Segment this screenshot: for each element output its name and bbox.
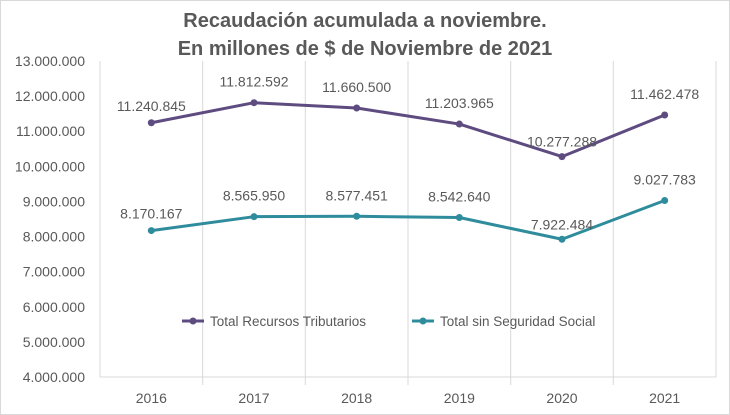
data-point	[455, 120, 463, 128]
data-label: 8.170.167	[120, 206, 182, 222]
data-label: 9.027.783	[634, 171, 696, 187]
data-point	[147, 119, 155, 127]
data-label: 7.922.484	[531, 216, 593, 232]
chart-title-line-1: Recaudación acumulada a noviembre.	[183, 10, 547, 32]
legend-marker-1	[419, 317, 427, 325]
legend-marker-0	[189, 317, 197, 325]
data-point	[661, 196, 669, 204]
x-tick-label: 2016	[136, 390, 167, 406]
data-label: 8.577.451	[326, 187, 388, 203]
data-label: 8.542.640	[428, 189, 490, 205]
y-tick-label: 8.000.000	[23, 229, 85, 245]
x-tick-label: 2020	[546, 390, 577, 406]
series-line-0	[151, 101, 666, 159]
data-point	[661, 111, 669, 119]
y-tick-label: 9.000.000	[23, 193, 85, 209]
y-tick-label: 5.000.000	[23, 334, 85, 350]
data-label: 10.277.288	[527, 134, 597, 150]
data-point	[455, 214, 463, 222]
data-point	[147, 227, 155, 235]
legend-label-0: Total Recursos Tributarios	[210, 314, 366, 329]
x-tick-label: 2019	[444, 390, 475, 406]
y-tick-label: 7.000.000	[23, 264, 85, 280]
data-label: 11.462.478	[630, 86, 699, 102]
data-label: 11.812.592	[219, 74, 288, 90]
x-tick-label: 2021	[649, 390, 680, 406]
y-tick-label: 6.000.000	[23, 299, 85, 315]
y-tick-label: 4.000.000	[23, 369, 85, 385]
data-point	[558, 153, 566, 161]
y-tick-label: 12.000.000	[15, 88, 85, 104]
x-tick-label: 2018	[341, 390, 372, 406]
data-label: 11.203.965	[425, 95, 494, 111]
legend-label-1: Total sin Seguridad Social	[440, 314, 595, 329]
data-label: 11.240.845	[117, 98, 186, 114]
data-point	[558, 235, 566, 243]
data-point	[353, 104, 361, 112]
chart-title-line-2: En millones de $ de Noviembre de 2021	[177, 38, 553, 60]
data-label: 8.565.950	[223, 188, 285, 204]
series-line-1	[151, 199, 666, 241]
data-point	[250, 99, 258, 107]
y-tick-label: 13.000.000	[15, 53, 85, 69]
data-point	[250, 213, 258, 221]
x-tick-label: 2017	[238, 390, 269, 406]
data-point	[353, 212, 361, 220]
y-tick-label: 11.000.000	[16, 123, 85, 139]
y-tick-label: 10.000.000	[15, 158, 85, 174]
data-label: 11.660.500	[322, 79, 391, 95]
